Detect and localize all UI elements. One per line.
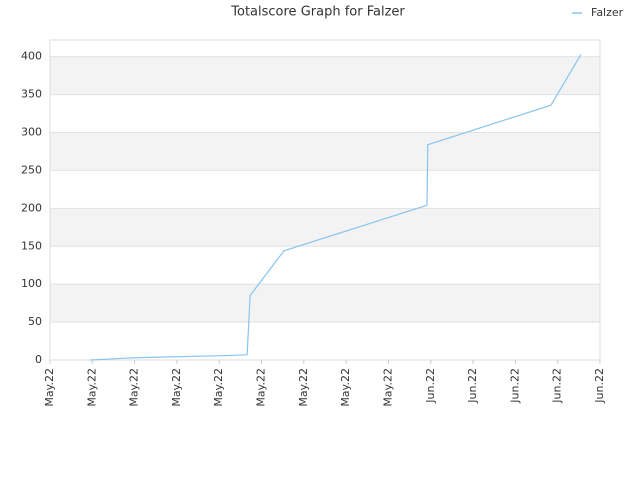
x-tick-label: May.22	[381, 368, 394, 407]
y-tick-label: 250	[21, 163, 42, 176]
plot-border	[49, 39, 601, 361]
x-tick-label: May.22	[43, 368, 56, 407]
x-tick-label: Jun.22	[551, 368, 564, 404]
y-tick-label: 100	[21, 277, 42, 290]
plot-band	[50, 322, 600, 360]
y-tick-label: 300	[21, 126, 42, 139]
plot-band	[50, 170, 600, 209]
x-tick-label: May.22	[85, 368, 98, 407]
y-tick-label: 350	[21, 88, 42, 101]
x-tick-label: May.22	[128, 368, 141, 407]
x-tick-label: May.22	[297, 368, 310, 407]
y-tick-label: 400	[21, 50, 42, 63]
x-tick-label: May.22	[212, 368, 225, 407]
y-tick-label: 50	[28, 315, 42, 328]
series-line	[90, 54, 582, 361]
x-tick-label: May.22	[339, 368, 352, 407]
plot-band	[50, 56, 600, 95]
x-tick-label: Jun.22	[466, 368, 479, 404]
y-tick-label: 200	[21, 201, 42, 214]
x-tick-label: May.22	[255, 368, 268, 407]
y-tick-label: 0	[35, 353, 42, 366]
plot-band	[50, 208, 600, 247]
x-tick-label: Jun.22	[593, 368, 606, 404]
x-tick-label: Jun.22	[508, 368, 521, 404]
plot-band	[50, 132, 600, 171]
x-tick-label: May.22	[170, 368, 183, 407]
chart-title: Totalscore Graph for Falzer	[230, 5, 405, 20]
plot-band	[50, 94, 600, 133]
plot-band	[50, 284, 600, 323]
plot-band	[50, 40, 600, 57]
legend-label: Falzer	[591, 6, 624, 19]
plot-band	[50, 246, 600, 285]
x-tick-label: Jun.22	[424, 368, 437, 404]
y-tick-label: 150	[21, 239, 42, 252]
